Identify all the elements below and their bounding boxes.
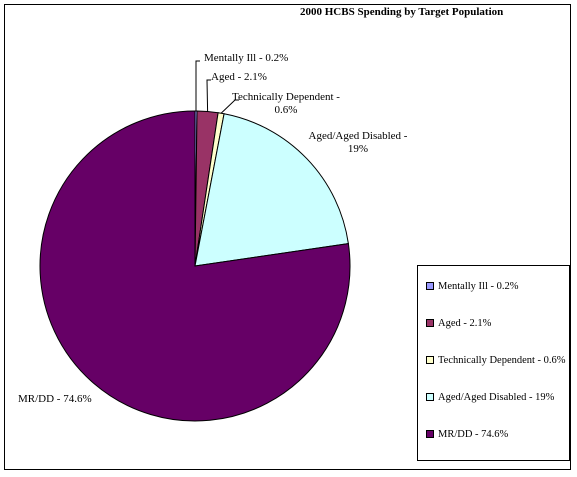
legend-item-mentally-ill: Mentally Ill - 0.2% xyxy=(426,279,518,293)
pie-slice-mr-dd xyxy=(39,110,351,422)
legend-label-mentally-ill: Mentally Ill - 0.2% xyxy=(438,280,519,292)
legend-item-aged-disabled: Aged/Aged Disabled - 19% xyxy=(426,390,554,404)
legend-swatch-aged xyxy=(426,319,434,327)
legend-swatch-aged-disabled xyxy=(426,393,434,401)
legend-label-aged: Aged - 2.1% xyxy=(438,317,492,329)
legend-swatch-technically-dependent xyxy=(426,356,434,364)
legend-swatch-mentally-ill xyxy=(426,282,434,290)
leader-line-aged xyxy=(206,79,211,112)
slice-label-aged: Aged - 2.1% xyxy=(211,71,267,83)
legend-label-technically-dependent: Technically Dependent - 0.6% xyxy=(438,354,566,366)
leader-line-mentally-ill xyxy=(195,60,200,111)
slice-label-mentally-ill: Mentally Ill - 0.2% xyxy=(204,52,288,64)
slice-label-aged-aged-disabled: Aged/Aged Disabled -19% xyxy=(309,130,408,155)
legend-label-aged-disabled: Aged/Aged Disabled - 19% xyxy=(438,391,555,403)
legend-label-mr-dd: MR/DD - 74.6% xyxy=(438,428,509,440)
chart-title: 2000 HCBS Spending by Target Population xyxy=(300,6,504,18)
legend-item-technically-dependent: Technically Dependent - 0.6% xyxy=(426,353,566,367)
slice-label-technically-dependent: Technically Dependent -0.6% xyxy=(232,91,340,116)
legend: Mentally Ill - 0.2% Aged - 2.1% Technica… xyxy=(417,265,570,461)
pie-slice-aged-aged-disabled xyxy=(194,113,349,267)
legend-swatch-mr-dd xyxy=(426,430,434,438)
leader-line-technically-dependent xyxy=(220,99,239,114)
legend-item-aged: Aged - 2.1% xyxy=(426,316,491,330)
slice-label-mr-dd: MR/DD - 74.6% xyxy=(18,393,92,405)
legend-item-mr-dd: MR/DD - 74.6% xyxy=(426,427,508,441)
